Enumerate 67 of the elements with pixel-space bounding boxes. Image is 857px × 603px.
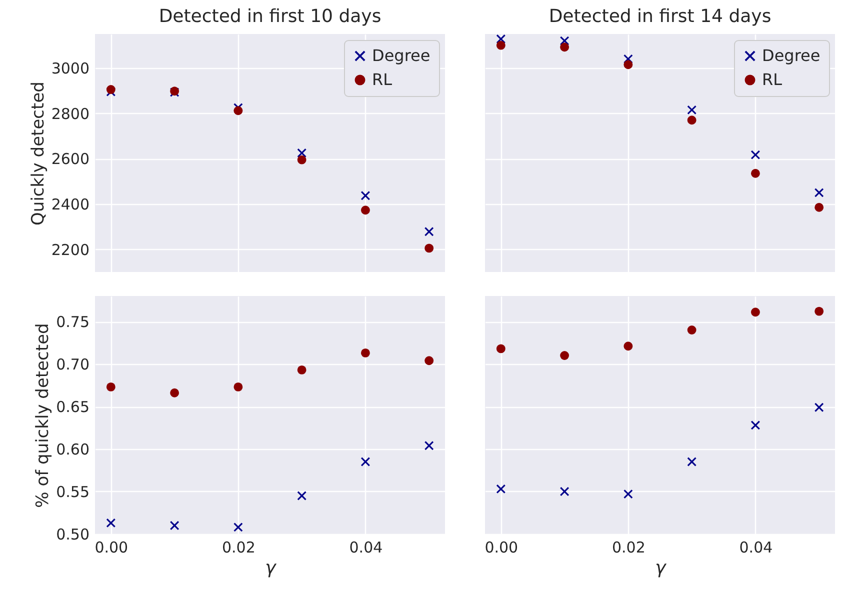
x-tick-label: 0.04 <box>739 538 773 556</box>
point <box>814 202 824 212</box>
point <box>750 420 760 430</box>
point <box>560 487 570 496</box>
chart-title: Detected in first 14 days <box>548 6 772 27</box>
point <box>170 521 180 530</box>
y-tick-label: 0.60 <box>56 440 90 458</box>
point <box>496 344 506 354</box>
point <box>297 491 306 500</box>
y-tick-label: 0.50 <box>56 526 90 544</box>
point <box>297 365 306 374</box>
point <box>687 105 696 114</box>
point <box>496 40 506 50</box>
y-tick-label: 2600 <box>51 150 90 168</box>
y-axis-title: Quickly detected <box>28 82 48 226</box>
x-tick-label: 0.02 <box>612 538 646 556</box>
y-axis-title: % of quickly detected <box>33 323 54 508</box>
point <box>687 457 696 466</box>
point <box>234 382 243 392</box>
point <box>170 388 180 398</box>
point <box>424 244 434 253</box>
point <box>234 106 243 116</box>
x-axis-title: γ <box>655 558 668 578</box>
x-tick-label: 0.04 <box>349 538 383 556</box>
y-tick-label: 2200 <box>51 240 90 259</box>
point <box>750 168 760 178</box>
point <box>624 60 633 70</box>
point <box>424 356 434 366</box>
point <box>624 342 633 351</box>
point <box>106 382 116 392</box>
y-tick-label: 0.65 <box>56 398 90 416</box>
y-tick-label: 2800 <box>51 104 90 123</box>
y-tick-label: 0.70 <box>56 356 90 374</box>
y-tick-label: 0.55 <box>56 483 90 501</box>
point <box>360 348 370 358</box>
x-tick-label: 0.02 <box>222 538 256 556</box>
x-tick-label: 0.00 <box>94 538 128 556</box>
legend-label: Degree <box>372 46 430 65</box>
point <box>560 42 570 52</box>
point <box>106 518 116 528</box>
point <box>750 308 760 317</box>
point <box>624 490 633 499</box>
point <box>424 227 434 236</box>
point <box>814 188 824 198</box>
point <box>424 441 434 450</box>
point <box>496 484 506 494</box>
point <box>360 191 370 200</box>
x-tick-label: 0.00 <box>484 538 518 556</box>
y-tick-label: 3000 <box>51 60 90 78</box>
point <box>814 306 824 316</box>
chart-title: Detected in first 10 days <box>158 6 382 27</box>
legend-label: RL <box>762 70 782 89</box>
x-axis-title: γ <box>265 558 278 578</box>
y-tick-label: 2400 <box>51 196 90 214</box>
point <box>814 402 824 412</box>
point <box>687 326 696 334</box>
point <box>106 85 116 94</box>
point <box>560 351 570 360</box>
point <box>687 116 696 125</box>
point <box>750 150 760 160</box>
y-tick-label: 0.75 <box>56 313 90 331</box>
point <box>297 155 306 164</box>
point <box>360 457 370 466</box>
point <box>234 522 243 532</box>
legend-label: RL <box>372 70 392 89</box>
point <box>360 206 370 215</box>
legend-label: Degree <box>762 46 820 65</box>
